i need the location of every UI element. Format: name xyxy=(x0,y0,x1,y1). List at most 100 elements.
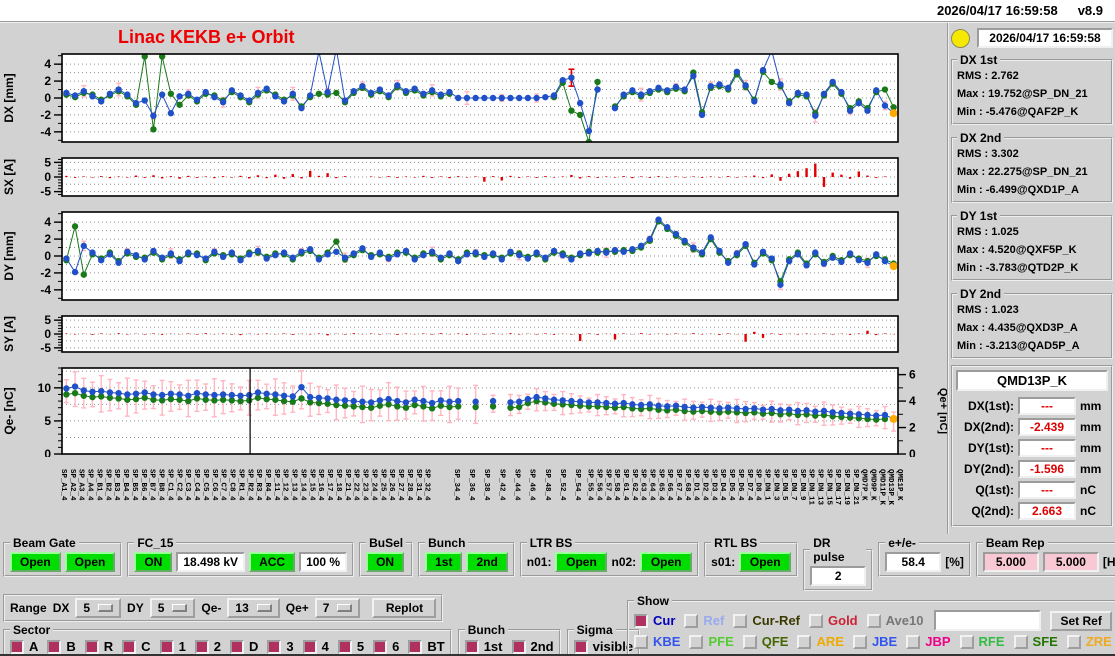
sector-checkbox-3[interactable]: 3 xyxy=(267,639,294,654)
checkbox-indicator[interactable] xyxy=(809,613,824,628)
show-checkbox-pfe[interactable]: PFE xyxy=(689,634,734,649)
sector-checkbox-5[interactable]: 5 xyxy=(337,639,364,654)
svg-text:2: 2 xyxy=(44,232,51,246)
checkbox-indicator[interactable] xyxy=(733,613,748,628)
checkbox-indicator[interactable] xyxy=(159,639,174,654)
beam-gate-2-button[interactable]: Open xyxy=(64,552,116,572)
checkbox-indicator[interactable] xyxy=(373,639,388,654)
ltr-n02-button[interactable]: Open xyxy=(640,552,693,572)
show-checkbox-jbp[interactable]: JBP xyxy=(906,634,951,649)
fc15-acc-button[interactable]: ACC xyxy=(249,552,296,572)
show-checkbox-jbe[interactable]: JBE xyxy=(852,634,897,649)
checkbox-indicator[interactable] xyxy=(866,613,881,628)
sector-checkbox-6[interactable]: 6 xyxy=(373,639,399,654)
checkbox-indicator[interactable] xyxy=(689,634,704,649)
checkbox-indicator[interactable] xyxy=(573,639,588,654)
range-qem-select[interactable]: 13 xyxy=(227,598,280,618)
checkbox-indicator[interactable] xyxy=(408,639,423,654)
set-ref-button[interactable]: Set Ref xyxy=(1050,610,1112,631)
svg-text:10: 10 xyxy=(38,381,52,395)
bunch-1st-button[interactable]: 1st xyxy=(425,552,463,572)
checkbox-indicator[interactable] xyxy=(84,639,99,654)
checkbox-indicator[interactable] xyxy=(742,634,757,649)
dr-pulse-field[interactable]: 2 xyxy=(810,566,867,586)
fc15-on-button[interactable]: ON xyxy=(134,552,173,572)
checkbox-indicator[interactable] xyxy=(464,639,479,654)
checkbox-indicator[interactable] xyxy=(122,639,137,654)
sector-checkbox-1[interactable]: 1 xyxy=(159,639,186,654)
bunch-checkbox-2nd[interactable]: 2nd xyxy=(511,639,554,654)
replot-button[interactable]: Replot xyxy=(372,598,437,618)
ltr-n01-button[interactable]: Open xyxy=(555,552,608,572)
show-checkbox-ref[interactable]: Ref xyxy=(684,613,724,628)
sigma-checkbox-visible[interactable]: visible xyxy=(573,639,633,654)
checkbox-indicator[interactable] xyxy=(337,639,352,654)
show-checkbox-rfe[interactable]: RFE xyxy=(959,634,1005,649)
show-checkbox-qfe[interactable]: QFE xyxy=(742,634,788,649)
svg-text:2: 2 xyxy=(44,74,51,88)
svg-text:QMD9P_K: QMD9P_K xyxy=(868,469,876,501)
sector-checkbox-b[interactable]: B xyxy=(47,639,76,654)
svg-text:SP_21_4: SP_21_4 xyxy=(343,469,351,501)
checkbox-indicator[interactable] xyxy=(511,639,526,654)
sector-checkbox-c[interactable]: C xyxy=(122,639,151,654)
svg-text:SP_D2_4: SP_D2_4 xyxy=(701,469,709,501)
checkbox-indicator[interactable] xyxy=(906,634,921,649)
ltr-n01-label: n01: xyxy=(526,555,552,569)
show-checkbox-ave10[interactable]: Ave10 xyxy=(866,613,923,628)
svg-text:SP_64_4: SP_64_4 xyxy=(648,469,656,501)
show-checkbox-cur[interactable]: Cur xyxy=(634,613,675,628)
checkbox-indicator[interactable] xyxy=(230,639,245,654)
svg-text:SP_C5_4: SP_C5_4 xyxy=(201,469,209,501)
bpm-readout-row: DY(1st): --- mm xyxy=(956,437,1108,458)
checkbox-indicator[interactable] xyxy=(634,634,648,649)
sector-checkbox-bt[interactable]: BT xyxy=(408,639,445,654)
checkbox-indicator[interactable] xyxy=(852,634,867,649)
show-checkbox-cur-ref[interactable]: Cur-Ref xyxy=(733,613,800,628)
checkbox-indicator[interactable] xyxy=(1066,634,1081,649)
rtl-bs-group: RTL BS s01: Open xyxy=(704,536,799,577)
checkbox-indicator[interactable] xyxy=(959,634,974,649)
checkbox-indicator[interactable] xyxy=(302,639,317,654)
sector-checkbox-4[interactable]: 4 xyxy=(302,639,329,654)
checkbox-indicator[interactable] xyxy=(797,634,812,649)
bunch-checkbox-1st[interactable]: 1st xyxy=(464,639,503,654)
range-dy-select[interactable]: 5 xyxy=(149,598,196,618)
ref-name-input[interactable] xyxy=(934,610,1042,631)
checkbox-indicator[interactable] xyxy=(684,613,699,628)
beam-gate-1-button[interactable]: Open xyxy=(10,552,61,572)
stat-line: RMS : 1.025 xyxy=(957,226,1019,238)
sector-checkbox-2[interactable]: 2 xyxy=(194,639,221,654)
sector-checkbox-r[interactable]: R xyxy=(84,639,113,654)
busel-on-button[interactable]: ON xyxy=(366,552,405,572)
svg-text:-5: -5 xyxy=(40,341,51,355)
rtl-s01-button[interactable]: Open xyxy=(739,552,792,572)
svg-text:SP_36_4: SP_36_4 xyxy=(467,469,475,501)
svg-text:SP_D5_4: SP_D5_4 xyxy=(727,469,735,501)
bunch-group: Bunch 1st 2nd xyxy=(418,536,515,577)
bunch-2nd-button[interactable]: 2nd xyxy=(466,552,508,572)
show-checkbox-kbe[interactable]: KBE xyxy=(634,634,680,649)
svg-text:SP_DN_1: SP_DN_1 xyxy=(762,469,770,501)
bpm-name-field[interactable]: QMD13P_K xyxy=(956,370,1108,391)
range-dx-select[interactable]: 5 xyxy=(75,598,122,618)
checkbox-indicator[interactable] xyxy=(47,639,62,654)
checkbox-indicator[interactable] xyxy=(1013,634,1028,649)
fc15-kv-field[interactable]: 18.498 kV xyxy=(176,552,246,572)
show-checkbox-are[interactable]: ARE xyxy=(797,634,844,649)
sector-checkbox-a[interactable]: A xyxy=(10,639,38,654)
checkbox-indicator[interactable] xyxy=(634,613,648,628)
checkbox-indicator[interactable] xyxy=(267,639,282,654)
show-label: Show xyxy=(637,594,669,608)
rtl-bs-label: RTL BS xyxy=(714,536,758,550)
checkbox-indicator[interactable] xyxy=(194,639,209,654)
sector-checkbox-d[interactable]: D xyxy=(230,639,258,654)
beam-rep-hz-unit: [Hz] xyxy=(1102,555,1115,569)
checkbox-indicator[interactable] xyxy=(10,639,24,654)
range-qep-select[interactable]: 7 xyxy=(314,598,361,618)
show-checkbox-gold[interactable]: Gold xyxy=(809,613,858,628)
show-checkbox-sfe[interactable]: SFE xyxy=(1013,634,1058,649)
show-checkbox-zre[interactable]: ZRE xyxy=(1066,634,1112,649)
fc15-percent-field[interactable]: 100 % xyxy=(299,552,348,572)
stat-box-title: DY 1st xyxy=(960,209,998,223)
